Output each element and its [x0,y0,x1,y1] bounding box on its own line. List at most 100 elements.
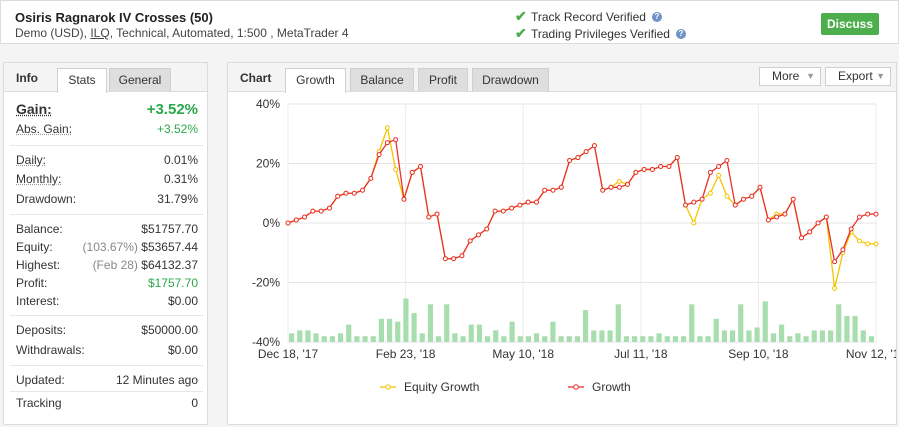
growth-point [484,226,490,232]
system-header: Osiris Ragnarok IV Crosses (50) Demo (US… [0,0,899,44]
volume-bar [648,336,654,342]
tab-growth[interactable]: Growth [285,68,346,93]
system-meta-suffix: , Technical, Automated, 1:500 , MetaTrad… [109,26,349,40]
question-icon[interactable]: ? [675,28,686,39]
chart-title: Chart [240,71,272,85]
volume-bar [387,318,393,342]
volume-bar [558,336,564,342]
equity-values: (103.67%) $53657.44 [83,240,198,254]
volume-bar [689,304,695,342]
export-label: Export [838,69,873,83]
abs-gain-value: +3.52% [156,122,198,136]
volume-bar [844,315,850,342]
volume-bar [403,298,409,342]
discuss-button[interactable]: Discuss [821,13,879,35]
volume-bar [509,321,515,342]
more-dropdown[interactable]: More ▼ [759,67,821,86]
profit-value: $1757.70 [147,276,198,290]
growth-point [815,220,821,226]
volume-bar [476,324,482,342]
gain-value: +3.52% [146,101,198,118]
growth-point [517,202,523,208]
growth-point [318,208,324,214]
growth-point [467,238,473,244]
updated-label: Updated: [16,373,65,387]
growth-point [823,214,829,220]
growth-point [533,199,539,205]
volume-bar [321,336,327,342]
volume-bar [705,336,711,342]
volume-bar [452,333,458,342]
interest-value: $0.00 [167,294,198,308]
growth-point [335,193,341,199]
growth-point [293,217,299,223]
volume-bar [460,336,466,342]
volume-bar [346,324,352,342]
growth-point [691,199,697,205]
volume-bar [640,336,646,342]
growth-point [434,211,440,217]
growth-point [807,229,813,235]
system-meta: Demo (USD), ILQ, Technical, Automated, 1… [15,26,349,40]
volume-bar [787,336,793,342]
volume-bar [730,330,736,342]
drawdown-value: 31.79% [157,192,198,206]
equity-value: $53657.44 [141,240,198,254]
tracking-label: Tracking [16,396,62,410]
chart-panel: Chart Growth Balance Profit Drawdown Mor… [227,62,897,425]
equity-pct: (103.67%) [82,240,138,254]
tab-balance[interactable]: Balance [350,68,414,92]
growth-chart[interactable]: 40% 20% 0% -20% -40%Dec 18, '17 Feb 23, '18 Ma… [228,92,896,425]
growth-point [451,256,457,262]
profit-label: Profit: [16,276,48,290]
growth-point [418,163,424,169]
volume-bar [436,336,442,342]
legend-label: Equity Growth [404,380,479,394]
volume-bar [607,330,613,342]
trading-privileges-verified: ✔ Trading Privileges Verified ? [515,25,686,42]
x-tick-label: May 10, '18 [492,347,554,361]
withdrawals-row: Withdrawals: $0.00 [16,343,198,357]
tab-stats[interactable]: Stats [57,68,107,93]
system-meta-prefix: Demo (USD), [15,26,91,40]
volume-bar [860,330,866,342]
withdrawals-label: Withdrawals: [16,343,85,357]
y-tick-label: 0% [263,216,281,230]
volume-bar [681,336,687,342]
volume-bar [550,321,556,342]
growth-point [542,187,548,193]
volume-bar [738,304,744,342]
tab-drawdown[interactable]: Drawdown [472,68,549,92]
updated-value: 12 Minutes ago [115,373,198,387]
volume-bar [305,330,311,342]
gain-label: Gain: [16,101,52,117]
volume-bar [525,336,531,342]
growth-point [765,217,771,223]
export-dropdown[interactable]: Export ▼ [825,67,891,86]
interest-row: Interest: $0.00 [16,294,198,308]
volume-bar [329,336,335,342]
growth-point [525,199,531,205]
growth-point [459,253,465,259]
tab-profit[interactable]: Profit [418,68,468,92]
y-tick-label: 20% [256,157,280,171]
equity-growth-point [724,193,730,199]
broker-link[interactable]: ILQ [90,26,110,40]
profit-row: Profit: $1757.70 [16,276,198,290]
check-icon: ✔ [515,25,527,41]
growth-point [782,211,788,217]
track-record-label: Track Record Verified [531,9,646,24]
tab-general[interactable]: General [109,68,171,92]
volume-bar [338,333,344,342]
growth-point [401,196,407,202]
growth-point [600,187,606,193]
growth-point [732,202,738,208]
question-icon[interactable]: ? [651,11,662,22]
x-tick-label: Dec 18, '17 [258,347,319,361]
equity-growth-point [691,220,697,226]
volume-bar [664,336,670,342]
deposits-row: Deposits: $50000.00 [16,323,198,337]
volume-bar [632,336,638,342]
daily-row: Daily: 0.01% [16,153,198,167]
equity-growth-point [832,285,838,291]
